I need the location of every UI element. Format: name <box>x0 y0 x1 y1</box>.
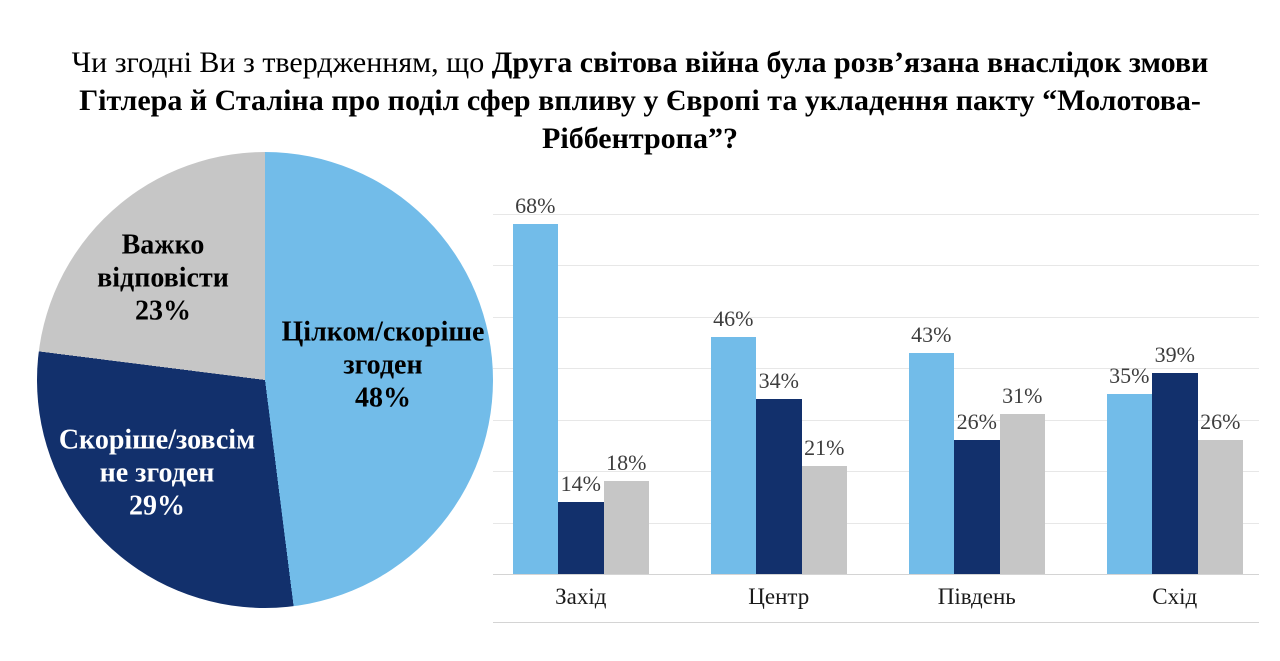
bar-value-label: 35% <box>1109 362 1150 388</box>
gridline <box>493 471 1259 472</box>
bar-value-label: 34% <box>758 367 799 393</box>
category-label: Захід <box>555 584 607 609</box>
bar <box>512 223 558 574</box>
bar <box>1152 373 1198 574</box>
bar <box>756 398 802 574</box>
bar-value-label: 68% <box>515 192 556 218</box>
bar <box>908 352 954 574</box>
bar-value-label: 31% <box>1002 383 1043 409</box>
bar-value-label: 21% <box>804 434 845 460</box>
chart-title: Чи згодні Ви з твердженням, що Друга сві… <box>55 44 1225 158</box>
gridline <box>493 317 1259 318</box>
bar <box>1197 440 1243 574</box>
chart-title-bold: Друга світова війна була розв’язана внас… <box>79 46 1209 155</box>
bar <box>603 481 649 574</box>
chart-bottom-border <box>493 622 1259 623</box>
pie-slice-label: Цілком/скоріше згоден 48% <box>258 316 508 415</box>
bar-value-label: 39% <box>1154 342 1195 368</box>
bar-value-label: 26% <box>956 409 997 435</box>
x-axis-line <box>493 574 1259 575</box>
bar <box>999 414 1045 574</box>
pie-slice-label: Скоріше/зовсім не згоден 29% <box>42 424 272 523</box>
bar-value-label: 14% <box>560 470 601 496</box>
pie-slice-label-text: Цілком/скоріше згоден <box>281 316 485 381</box>
bar-value-label: 43% <box>911 321 952 347</box>
bar <box>710 337 756 574</box>
category-label: Схід <box>1152 584 1198 609</box>
gridline <box>493 420 1259 421</box>
bar <box>558 501 604 574</box>
category-label: Центр <box>748 584 810 609</box>
pie-chart <box>37 152 493 608</box>
pie-slice-label-value: 29% <box>129 490 185 522</box>
pie-slice-label-value: 23% <box>135 295 191 327</box>
pie-slice-label: Важко відповісти 23% <box>76 229 251 328</box>
pie-slice-label-text: Важко відповісти <box>97 229 229 294</box>
pie-slice-label-value: 48% <box>355 382 411 414</box>
chart-title-regular: Чи згодні Ви з твердженням, що <box>71 46 492 79</box>
category-label: Південь <box>937 584 1016 609</box>
gridline <box>493 523 1259 524</box>
bar <box>954 440 1000 574</box>
gridline <box>493 368 1259 369</box>
gridline <box>493 265 1259 266</box>
bar-value-label: 46% <box>713 306 754 332</box>
bar <box>1106 393 1152 574</box>
gridline <box>493 214 1259 215</box>
bar-value-label: 26% <box>1200 409 1241 435</box>
pie-slice-label-text: Скоріше/зовсім не згоден <box>58 424 256 489</box>
bar <box>801 465 847 574</box>
bar-value-label: 18% <box>606 450 647 476</box>
